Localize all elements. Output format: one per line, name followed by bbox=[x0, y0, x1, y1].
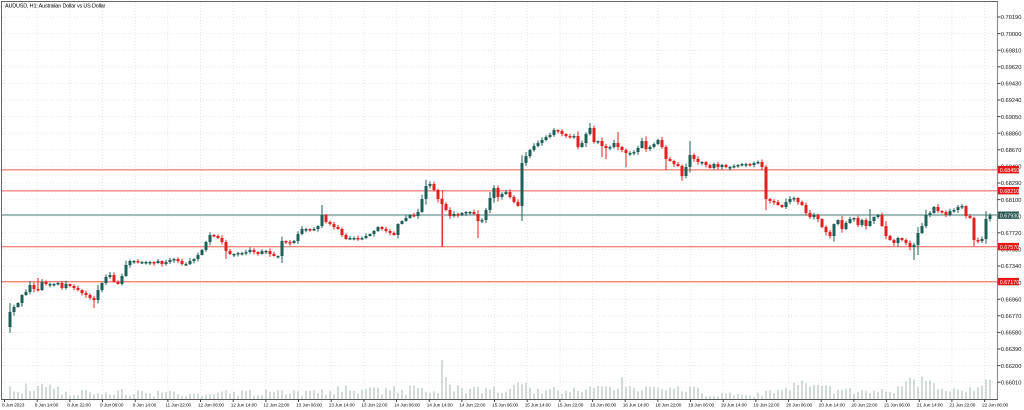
svg-text:9 Jun 14:00: 9 Jun 14:00 bbox=[133, 403, 157, 409]
svg-text:0.66770: 0.66770 bbox=[1001, 314, 1022, 320]
svg-text:15 Jun 14:00: 15 Jun 14:00 bbox=[525, 403, 551, 409]
svg-text:20 Jun 22:00: 20 Jun 22:00 bbox=[851, 403, 877, 409]
svg-text:20 Jun 14:00: 20 Jun 14:00 bbox=[819, 403, 845, 409]
svg-text:0.70190: 0.70190 bbox=[1001, 15, 1022, 21]
svg-text:8 Jun 22:00: 8 Jun 22:00 bbox=[67, 403, 91, 409]
svg-text:12 Jun 06:00: 12 Jun 06:00 bbox=[198, 403, 224, 409]
svg-text:0.67530: 0.67530 bbox=[1001, 248, 1022, 254]
svg-text:0.66580: 0.66580 bbox=[1001, 331, 1022, 337]
svg-text:0.69240: 0.69240 bbox=[1001, 98, 1022, 104]
svg-text:16 Jun 14:00: 16 Jun 14:00 bbox=[623, 403, 649, 409]
svg-text:0.67720: 0.67720 bbox=[1001, 231, 1022, 237]
svg-text:8 Jun 2023: 8 Jun 2023 bbox=[2, 403, 25, 409]
svg-text:21 Jun 22:00: 21 Jun 22:00 bbox=[949, 403, 975, 409]
svg-text:20 Jun 06:00: 20 Jun 06:00 bbox=[786, 403, 812, 409]
svg-text:0.66960: 0.66960 bbox=[1001, 297, 1022, 303]
svg-text:0.66390: 0.66390 bbox=[1001, 347, 1022, 353]
svg-text:13 Jun 14:00: 13 Jun 14:00 bbox=[329, 403, 355, 409]
svg-text:19 Jun 14:00: 19 Jun 14:00 bbox=[721, 403, 747, 409]
svg-text:0.68450: 0.68450 bbox=[1000, 168, 1020, 174]
svg-text:0.67340: 0.67340 bbox=[1001, 264, 1022, 270]
svg-text:21 Jun 14:00: 21 Jun 14:00 bbox=[917, 403, 943, 409]
svg-text:11 Jun 22:00: 11 Jun 22:00 bbox=[165, 403, 191, 409]
svg-text:AUDUSD, H1: Australian Dollar: AUDUSD, H1: Australian Dollar vs US Doll… bbox=[5, 4, 105, 10]
svg-text:19 Jun 22:00: 19 Jun 22:00 bbox=[753, 403, 779, 409]
svg-text:0.69620: 0.69620 bbox=[1001, 65, 1022, 71]
svg-text:0.69430: 0.69430 bbox=[1001, 82, 1022, 88]
svg-text:19 Jun 06:00: 19 Jun 06:00 bbox=[688, 403, 714, 409]
svg-text:8 Jun 14:00: 8 Jun 14:00 bbox=[35, 403, 59, 409]
svg-text:13 Jun 22:00: 13 Jun 22:00 bbox=[361, 403, 387, 409]
svg-text:22 Jun 06:00: 22 Jun 06:00 bbox=[982, 403, 1008, 409]
svg-text:9 Jun 06:00: 9 Jun 06:00 bbox=[100, 403, 124, 409]
svg-text:18 Jun 22:00: 18 Jun 22:00 bbox=[655, 403, 681, 409]
svg-text:12 Jun 14:00: 12 Jun 14:00 bbox=[231, 403, 257, 409]
svg-text:21 Jun 06:00: 21 Jun 06:00 bbox=[884, 403, 910, 409]
svg-text:13 Jun 06:00: 13 Jun 06:00 bbox=[296, 403, 322, 409]
svg-text:0.69050: 0.69050 bbox=[1001, 115, 1022, 121]
svg-text:12 Jun 22:00: 12 Jun 22:00 bbox=[263, 403, 289, 409]
svg-text:14 Jun 14:00: 14 Jun 14:00 bbox=[427, 403, 453, 409]
svg-text:0.68100: 0.68100 bbox=[1001, 198, 1022, 204]
svg-text:16 Jun 06:00: 16 Jun 06:00 bbox=[590, 403, 616, 409]
svg-text:0.67170: 0.67170 bbox=[1000, 280, 1020, 286]
svg-text:15 Jun 06:00: 15 Jun 06:00 bbox=[492, 403, 518, 409]
svg-text:0.68670: 0.68670 bbox=[1001, 148, 1022, 154]
svg-text:0.67570: 0.67570 bbox=[1000, 245, 1020, 251]
svg-text:0.68860: 0.68860 bbox=[1001, 131, 1022, 137]
svg-text:0.68290: 0.68290 bbox=[1001, 181, 1022, 187]
svg-text:15 Jun 22:00: 15 Jun 22:00 bbox=[557, 403, 583, 409]
svg-text:0.67930: 0.67930 bbox=[1000, 214, 1020, 220]
svg-text:0.68210: 0.68210 bbox=[1000, 189, 1020, 195]
svg-text:0.70000: 0.70000 bbox=[1001, 32, 1022, 38]
svg-text:14 Jun 22:00: 14 Jun 22:00 bbox=[459, 403, 485, 409]
svg-text:0.66200: 0.66200 bbox=[1001, 364, 1022, 370]
svg-text:0.69810: 0.69810 bbox=[1001, 48, 1022, 54]
svg-text:0.66010: 0.66010 bbox=[1001, 380, 1022, 386]
svg-text:14 Jun 06:00: 14 Jun 06:00 bbox=[394, 403, 420, 409]
